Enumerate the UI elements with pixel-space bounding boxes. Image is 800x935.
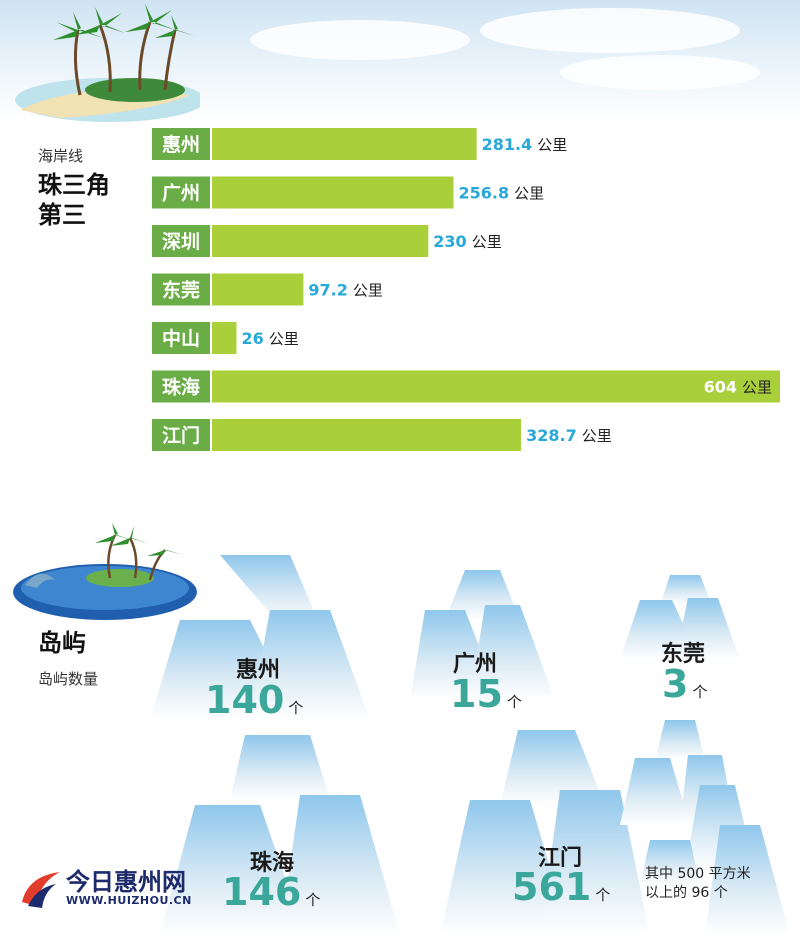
coastline-subtitle: 海岸线 bbox=[38, 147, 84, 165]
coastline-bar bbox=[212, 128, 477, 160]
category-label-bg bbox=[152, 370, 210, 403]
category-label-bg bbox=[152, 225, 210, 257]
value-label: 604 公里 bbox=[704, 378, 772, 397]
category-label: 东莞 bbox=[162, 279, 200, 302]
coastline-bar bbox=[212, 419, 522, 451]
category-label: 深圳 bbox=[162, 230, 200, 253]
value-label: 328.7 公里 bbox=[526, 426, 612, 445]
cloud bbox=[480, 8, 740, 53]
island-value-jiangmen: 561 个 bbox=[512, 865, 611, 909]
category-label: 珠海 bbox=[162, 376, 200, 399]
cloud bbox=[560, 55, 760, 90]
logo-url: WWW.HUIZHOU.CN bbox=[66, 894, 192, 907]
coastline-bar bbox=[212, 322, 237, 354]
logo-name: 今日惠州网 bbox=[66, 868, 186, 896]
category-label: 中山 bbox=[162, 327, 200, 350]
category-label-bg bbox=[152, 273, 210, 306]
coastline-bar bbox=[212, 370, 780, 403]
coastline-title-line2: 第三 bbox=[38, 201, 86, 229]
jiangmen-note: 其中 500 平方米 以上的 96 个 bbox=[645, 865, 751, 903]
coastline-bar bbox=[212, 273, 304, 306]
island-city-zhuhai: 珠海 bbox=[249, 851, 294, 876]
category-label: 江门 bbox=[162, 424, 200, 447]
value-label: 97.2 公里 bbox=[308, 281, 383, 300]
island-city-dongguan: 东莞 bbox=[660, 642, 705, 667]
islands-subtitle: 岛屿数量 bbox=[38, 670, 99, 688]
island-value-zhuhai: 146 个 bbox=[222, 870, 321, 914]
mountain-background bbox=[150, 555, 790, 935]
category-label-bg bbox=[152, 322, 210, 354]
category-label-bg bbox=[152, 419, 210, 451]
category-label-bg bbox=[152, 128, 210, 160]
island-city-guangzhou: 广州 bbox=[452, 652, 497, 677]
island-value-huizhou: 140 个 bbox=[205, 678, 304, 722]
category-label: 广州 bbox=[162, 182, 200, 205]
island-lagoon-illustration bbox=[13, 523, 197, 620]
value-label: 281.4 公里 bbox=[482, 135, 568, 154]
islands-title: 岛屿 bbox=[38, 629, 86, 657]
category-label-bg bbox=[152, 176, 210, 209]
island-city-huizhou: 惠州 bbox=[235, 658, 280, 683]
coastline-title-line1: 珠三角 bbox=[38, 171, 110, 199]
value-label: 230 公里 bbox=[433, 232, 501, 251]
coastline-bar bbox=[212, 176, 454, 209]
value-label: 26 公里 bbox=[241, 329, 298, 348]
cloud bbox=[250, 20, 470, 60]
value-label: 256.8 公里 bbox=[458, 184, 544, 203]
logo-swoosh-icon bbox=[22, 872, 60, 908]
coastline-bar bbox=[212, 225, 429, 257]
note-line2: 以上的 96 个 bbox=[645, 885, 728, 901]
island-value-guangzhou: 15 个 bbox=[450, 672, 522, 716]
note-line1: 其中 500 平方米 bbox=[645, 866, 751, 882]
beach-palm-illustration bbox=[15, 4, 200, 122]
site-logo[interactable]: 今日惠州网 WWW.HUIZHOU.CN bbox=[18, 862, 218, 922]
island-city-jiangmen: 江门 bbox=[537, 846, 582, 871]
category-label: 惠州 bbox=[162, 134, 200, 156]
